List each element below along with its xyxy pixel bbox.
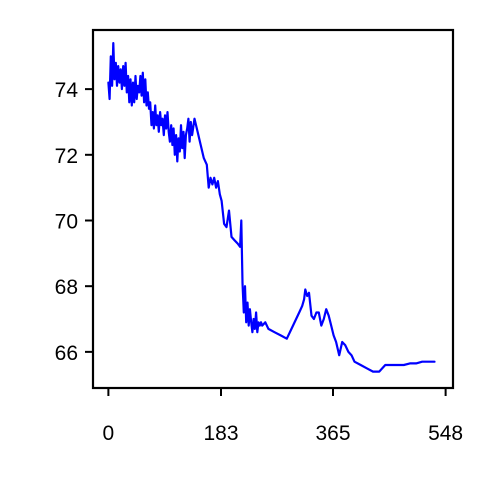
x-axis-ticks: 0 183 365 548 [103, 388, 463, 445]
y-tick-label: 66 [55, 342, 78, 365]
series-line [107, 41, 436, 373]
y-tick-label: 68 [55, 276, 78, 299]
x-tick-label: 183 [203, 422, 238, 445]
y-tick-label: 74 [55, 79, 79, 102]
y-axis-ticks: 66 68 70 72 74 [55, 79, 93, 365]
x-tick-label: 365 [315, 422, 350, 445]
plot-frame [91, 28, 455, 390]
y-tick-label: 70 [55, 210, 78, 233]
plot-area [93, 30, 453, 388]
x-tick-label: 0 [103, 422, 115, 445]
y-tick-label: 72 [55, 145, 78, 168]
x-tick-label: 548 [428, 422, 463, 445]
